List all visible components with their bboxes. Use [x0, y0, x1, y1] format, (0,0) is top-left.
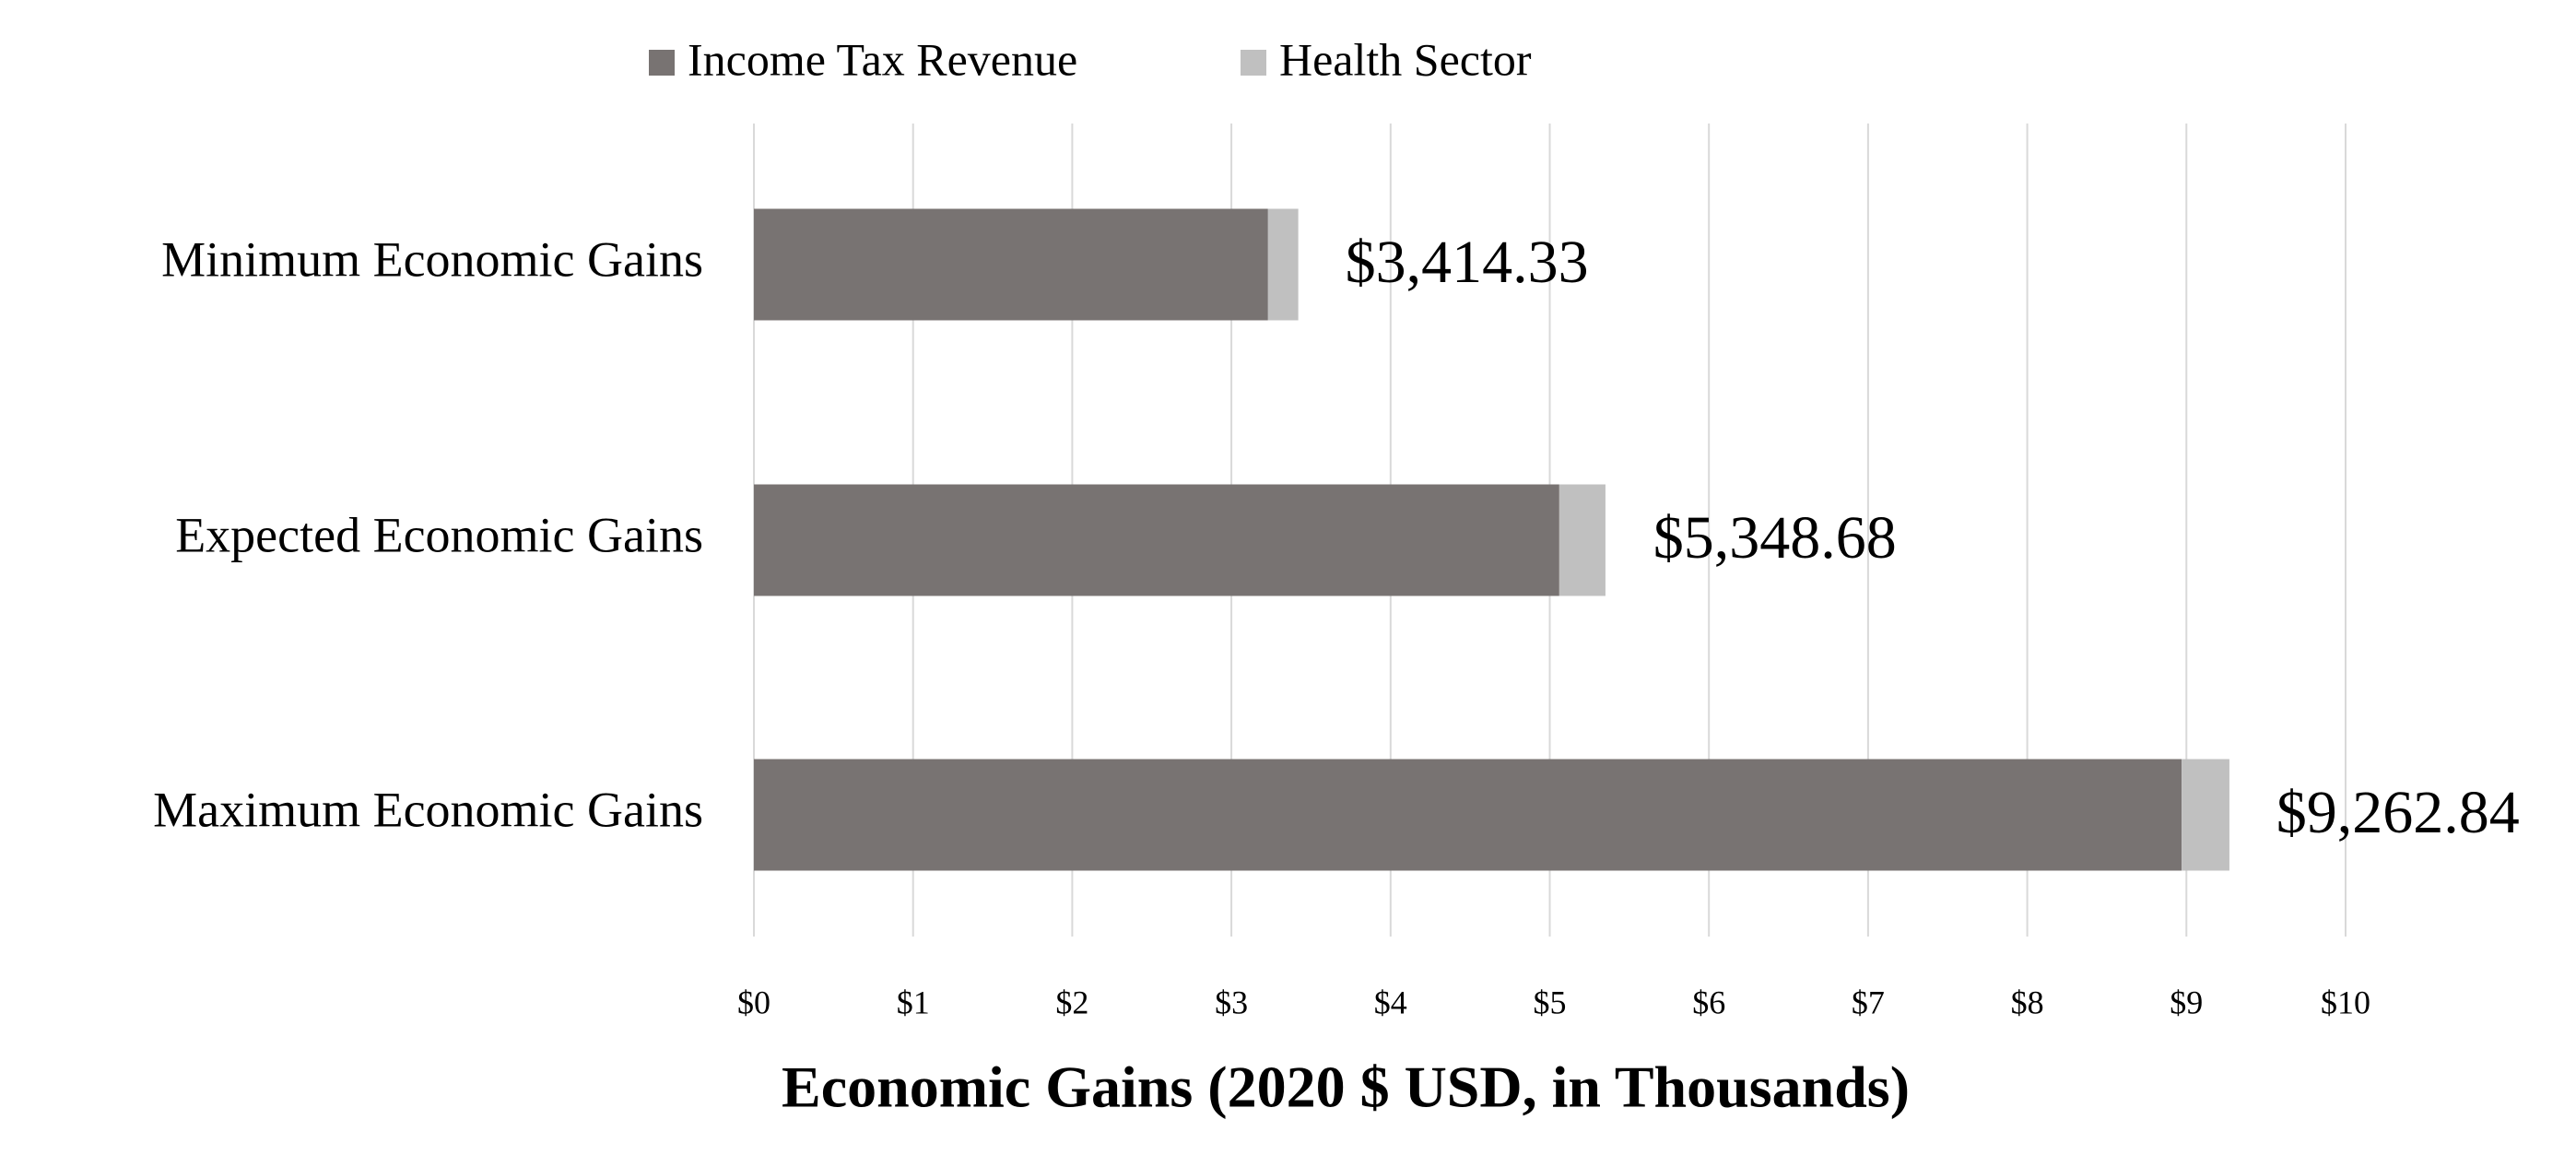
legend-swatch	[649, 50, 675, 76]
bar-segment	[754, 208, 1268, 321]
legend-label: Health Sector	[1279, 33, 1532, 85]
bar-segment	[754, 484, 1559, 596]
x-tick-label: $9	[2170, 984, 2203, 1020]
total-label: $3,414.33	[1346, 229, 1589, 296]
y-tick-label: Minimum Economic Gains	[161, 231, 703, 287]
x-tick-label: $5	[1534, 984, 1567, 1020]
x-tick-label: $7	[1852, 984, 1885, 1020]
bar-segment	[754, 759, 2182, 871]
x-axis-title: Economic Gains (2020 $ USD, in Thousands…	[782, 1055, 1910, 1120]
legend-label: Income Tax Revenue	[688, 33, 1077, 85]
x-tick-label: $10	[2321, 984, 2370, 1020]
total-label: $5,348.68	[1653, 504, 1897, 572]
x-tick-label: $8	[2011, 984, 2044, 1020]
x-tick-label: $0	[737, 984, 770, 1020]
x-tick-label: $2	[1055, 984, 1088, 1020]
bar-segment	[1267, 208, 1299, 321]
bar-segment	[2182, 759, 2229, 871]
bar-segment	[1559, 484, 1606, 596]
total-label: $9,262.84	[2276, 779, 2520, 846]
x-tick-label: $4	[1374, 984, 1407, 1020]
x-tick-label: $1	[897, 984, 930, 1020]
y-tick-label: Maximum Economic Gains	[153, 782, 703, 837]
x-tick-label: $6	[1692, 984, 1725, 1020]
legend-swatch	[1241, 50, 1266, 76]
y-tick-label: Expected Economic Gains	[175, 507, 703, 562]
x-tick-label: $3	[1215, 984, 1248, 1020]
